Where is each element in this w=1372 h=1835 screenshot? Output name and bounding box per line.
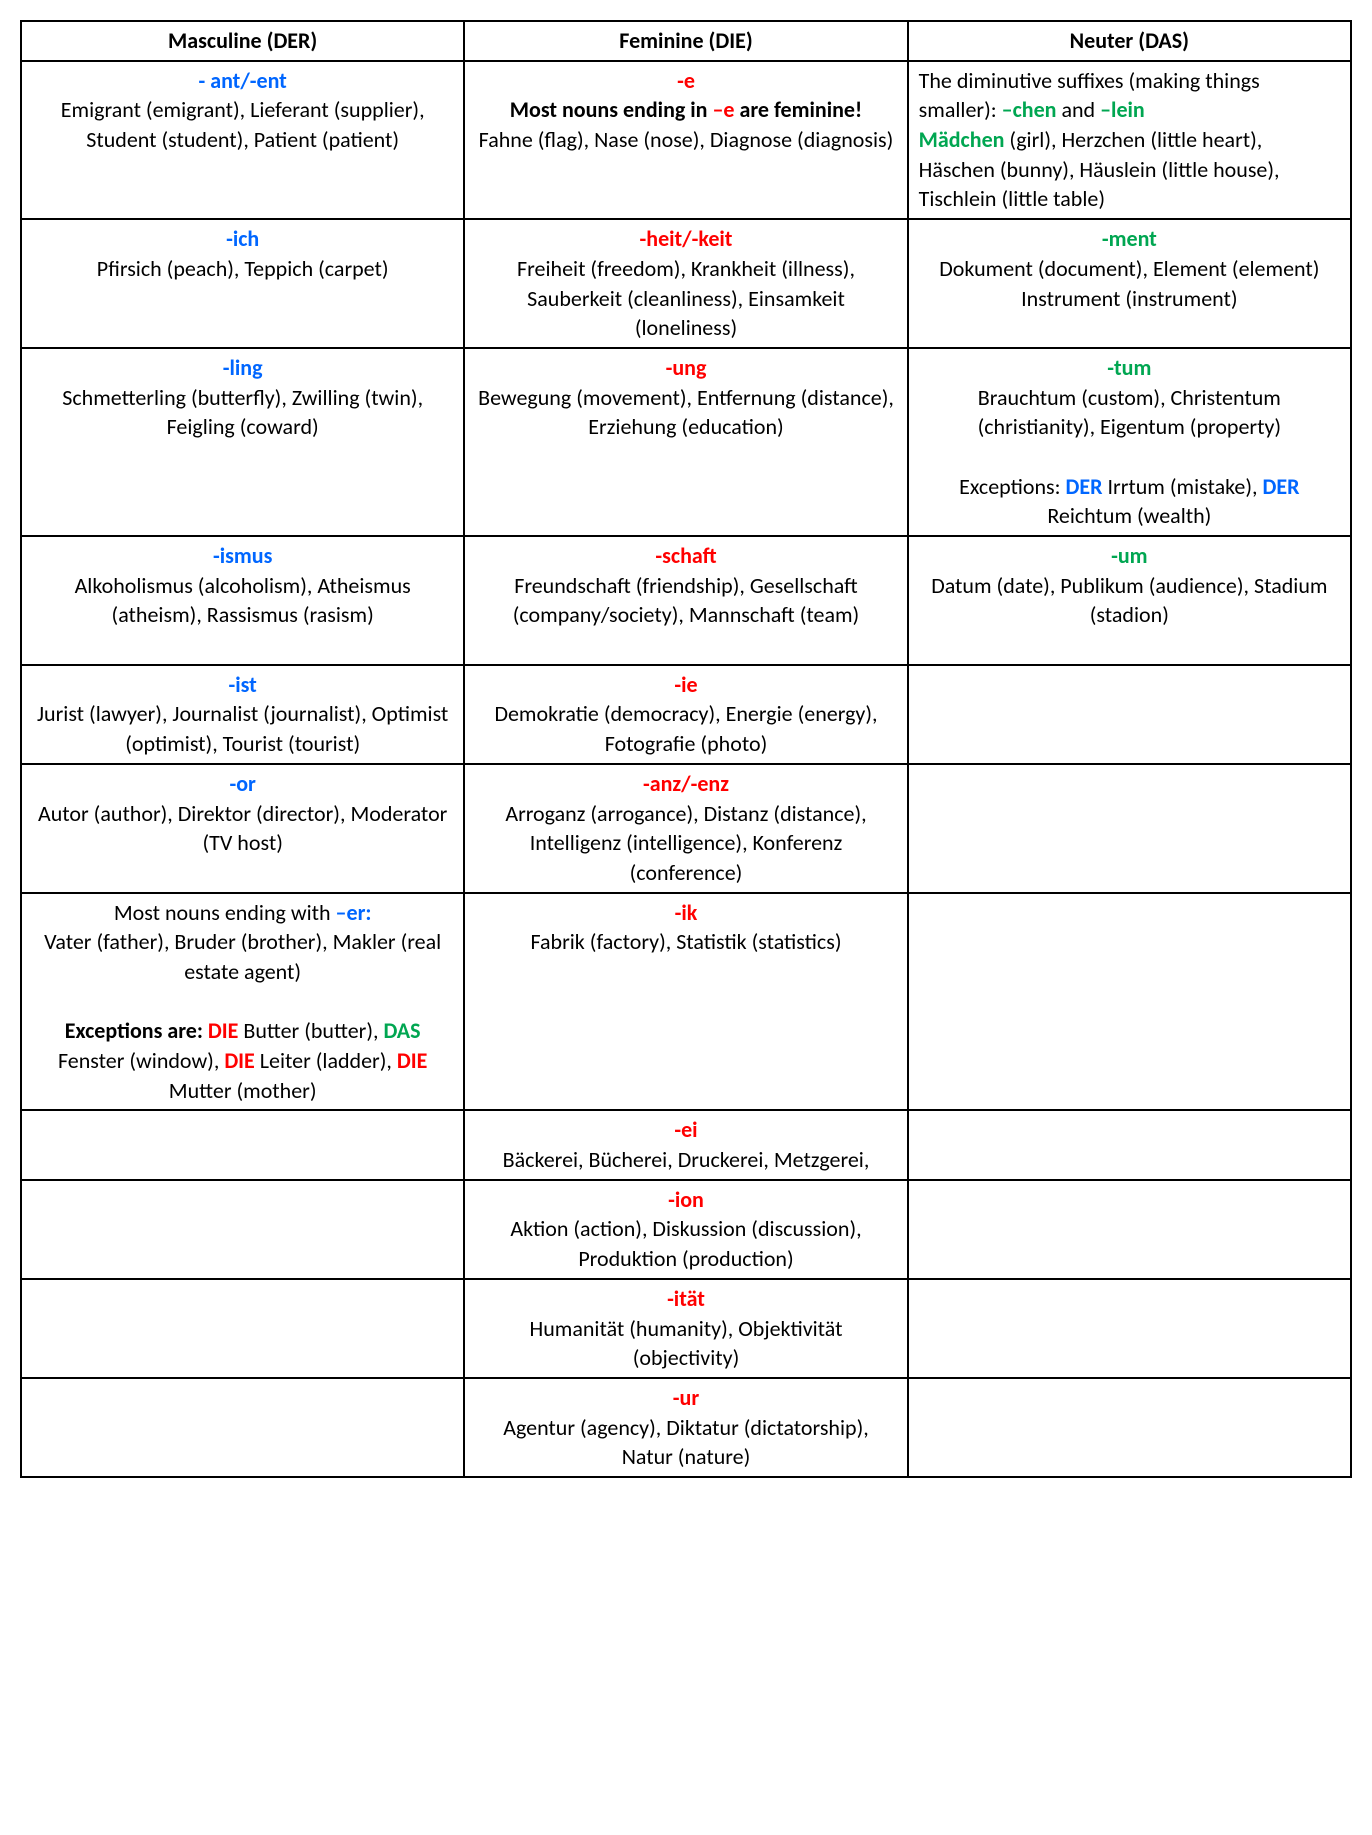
cell-body: Freundschaft (friendship), Gesellschaft … (475, 571, 896, 660)
suffix-label: -e (475, 66, 896, 96)
cell-masc (21, 1110, 464, 1179)
suffix-label: -heit/-keit (475, 224, 896, 254)
cell-body: Most nouns ending with –er:Vater (father… (32, 898, 453, 1106)
suffix-label: -ismus (32, 541, 453, 571)
suffix-label: -ich (32, 224, 453, 254)
cell-body: Dokument (document), Element (element) I… (919, 254, 1340, 313)
cell-body: Pfirsich (peach), Teppich (carpet) (32, 254, 453, 284)
cell-neut (908, 1378, 1351, 1477)
table-row: - ant/-entEmigrant (emigrant), Lieferant… (21, 61, 1351, 219)
cell-fem: -itätHumanität (humanity), Objektivität … (464, 1279, 907, 1378)
suffix-label: -ie (475, 670, 896, 700)
cell-body: The diminutive suffixes (making things s… (919, 66, 1340, 214)
cell-neut: -tumBrauchtum (custom), Christentum (chr… (908, 348, 1351, 536)
table-row: -urAgentur (agency), Diktatur (dictators… (21, 1378, 1351, 1477)
suffix-label: -schaft (475, 541, 896, 571)
cell-fem: -urAgentur (agency), Diktatur (dictators… (464, 1378, 907, 1477)
suffix-label: -tum (919, 353, 1340, 383)
gender-suffix-table: Masculine (DER) Feminine (DIE) Neuter (D… (20, 20, 1352, 1478)
cell-masc (21, 1279, 464, 1378)
cell-masc: -istJurist (lawyer), Journalist (journal… (21, 665, 464, 764)
cell-body: Bewegung (movement), Entfernung (distanc… (475, 383, 896, 442)
cell-body: Autor (author), Direktor (director), Mod… (32, 799, 453, 858)
cell-body: Most nouns ending in –e are feminine!Fah… (475, 95, 896, 154)
cell-neut (908, 1279, 1351, 1378)
table-body: - ant/-entEmigrant (emigrant), Lieferant… (21, 61, 1351, 1477)
cell-body: Brauchtum (custom), Christentum (christi… (919, 383, 1340, 531)
cell-neut (908, 893, 1351, 1111)
table-row: -itätHumanität (humanity), Objektivität … (21, 1279, 1351, 1378)
cell-body: Bäckerei, Bücherei, Druckerei, Metzgerei… (475, 1145, 896, 1175)
cell-body: Fabrik (factory), Statistik (statistics) (475, 927, 896, 957)
cell-body: Humanität (humanity), Objektivität (obje… (475, 1314, 896, 1373)
cell-masc: -ismusAlkoholismus (alcoholism), Atheism… (21, 536, 464, 665)
cell-neut: -umDatum (date), Publikum (audience), St… (908, 536, 1351, 665)
cell-neut (908, 665, 1351, 764)
cell-fem: -ionAktion (action), Diskussion (discuss… (464, 1180, 907, 1279)
cell-body: Freiheit (freedom), Krankheit (illness),… (475, 254, 896, 343)
table-header-row: Masculine (DER) Feminine (DIE) Neuter (D… (21, 21, 1351, 61)
cell-body: Agentur (agency), Diktatur (dictatorship… (475, 1413, 896, 1472)
table-row: -orAutor (author), Direktor (director), … (21, 764, 1351, 893)
cell-body: Arroganz (arrogance), Distanz (distance)… (475, 799, 896, 888)
suffix-label: -ion (475, 1185, 896, 1215)
suffix-label: -ung (475, 353, 896, 383)
header-masculine: Masculine (DER) (21, 21, 464, 61)
suffix-label: -ment (919, 224, 1340, 254)
cell-fem: -ungBewegung (movement), Entfernung (dis… (464, 348, 907, 536)
table-row: -ionAktion (action), Diskussion (discuss… (21, 1180, 1351, 1279)
cell-fem: -anz/-enzArroganz (arrogance), Distanz (… (464, 764, 907, 893)
cell-fem: -ikFabrik (factory), Statistik (statisti… (464, 893, 907, 1111)
cell-neut: -mentDokument (document), Element (eleme… (908, 219, 1351, 348)
table-row: -ichPfirsich (peach), Teppich (carpet)-h… (21, 219, 1351, 348)
cell-body: Emigrant (emigrant), Lieferant (supplier… (32, 95, 453, 154)
suffix-label: -ität (475, 1284, 896, 1314)
table-row: -lingSchmetterling (butterfly), Zwilling… (21, 348, 1351, 536)
header-neuter: Neuter (DAS) (908, 21, 1351, 61)
cell-fem: -eiBäckerei, Bücherei, Druckerei, Metzge… (464, 1110, 907, 1179)
cell-masc: -orAutor (author), Direktor (director), … (21, 764, 464, 893)
suffix-label: -ik (475, 898, 896, 928)
suffix-label: -anz/-enz (475, 769, 896, 799)
cell-neut (908, 764, 1351, 893)
cell-neut (908, 1110, 1351, 1179)
suffix-label: -or (32, 769, 453, 799)
cell-masc (21, 1180, 464, 1279)
suffix-label: -um (919, 541, 1340, 571)
cell-masc: Most nouns ending with –er:Vater (father… (21, 893, 464, 1111)
cell-body: Jurist (lawyer), Journalist (journalist)… (32, 699, 453, 758)
cell-fem: -ieDemokratie (democracy), Energie (ener… (464, 665, 907, 764)
suffix-label: -ei (475, 1115, 896, 1145)
cell-neut (908, 1180, 1351, 1279)
table-row: Most nouns ending with –er:Vater (father… (21, 893, 1351, 1111)
cell-body: Aktion (action), Diskussion (discussion)… (475, 1214, 896, 1273)
suffix-label: - ant/-ent (32, 66, 453, 96)
suffix-label: -ling (32, 353, 453, 383)
suffix-label: -ist (32, 670, 453, 700)
cell-neut: The diminutive suffixes (making things s… (908, 61, 1351, 219)
cell-body: Schmetterling (butterfly), Zwilling (twi… (32, 383, 453, 442)
suffix-label: -ur (475, 1383, 896, 1413)
cell-masc: -lingSchmetterling (butterfly), Zwilling… (21, 348, 464, 536)
header-feminine: Feminine (DIE) (464, 21, 907, 61)
table-row: -istJurist (lawyer), Journalist (journal… (21, 665, 1351, 764)
cell-fem: -heit/-keitFreiheit (freedom), Krankheit… (464, 219, 907, 348)
cell-body: Alkoholismus (alcoholism), Atheismus (at… (32, 571, 453, 630)
cell-body: Datum (date), Publikum (audience), Stadi… (919, 571, 1340, 630)
table-row: -ismusAlkoholismus (alcoholism), Atheism… (21, 536, 1351, 665)
cell-body: Demokratie (democracy), Energie (energy)… (475, 699, 896, 758)
cell-masc: - ant/-entEmigrant (emigrant), Lieferant… (21, 61, 464, 219)
cell-masc (21, 1378, 464, 1477)
cell-fem: -eMost nouns ending in –e are feminine!F… (464, 61, 907, 219)
cell-fem: -schaftFreundschaft (friendship), Gesell… (464, 536, 907, 665)
table-row: -eiBäckerei, Bücherei, Druckerei, Metzge… (21, 1110, 1351, 1179)
cell-masc: -ichPfirsich (peach), Teppich (carpet) (21, 219, 464, 348)
